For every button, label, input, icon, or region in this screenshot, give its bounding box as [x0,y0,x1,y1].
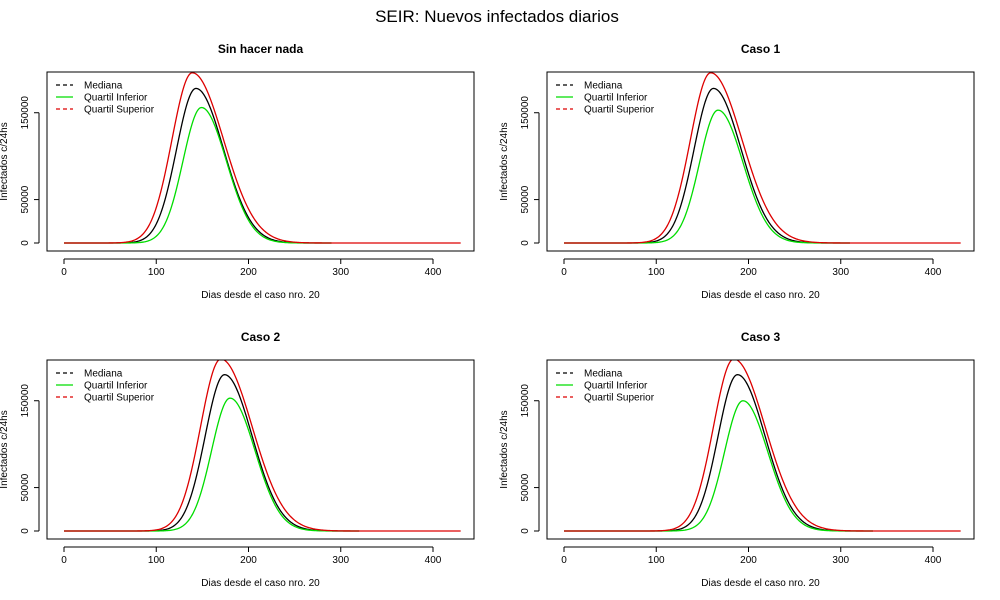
legend-label: Quartil Inferior [584,93,648,104]
legend-label: Quartil Superior [84,105,155,116]
x-tick-label: 200 [740,555,757,566]
x-tick-label: 0 [561,267,567,278]
y-tick-label: 0 [20,528,31,534]
x-tick-label: 200 [240,555,257,566]
series-line-quartil-superior [564,360,961,532]
x-axis-label: Dias desde el caso nro. 20 [701,290,820,301]
x-tick-label: 400 [425,555,442,566]
series-line-quartil-superior [64,72,461,244]
x-tick-label: 300 [832,555,849,566]
x-tick-label: 0 [61,555,67,566]
chart-panel-1: Sin hacer nada 0 100 200 300 400 Dias desde el… [0,42,475,301]
x-tick-label: 100 [648,555,665,566]
y-tick-label: 0 [20,240,31,246]
legend-label: Mediana [584,81,623,92]
x-tick-label: 300 [832,267,849,278]
x-tick-label: 200 [240,267,257,278]
chart-panel-4: Caso 3 0 100 200 300 400 Dias desde el caso nr… [499,330,975,589]
x-tick-label: 300 [332,267,349,278]
series-line-quartil-superior [564,72,961,244]
x-axis-label: Dias desde el caso nro. 20 [701,578,820,589]
series-line-quartil-superior [64,360,461,532]
plot-frame [546,71,975,252]
y-axis-label: Infectados c/24hs [0,410,10,488]
x-tick-label: 100 [648,267,665,278]
series-group [64,360,461,532]
legend-label: Quartil Inferior [584,381,648,392]
y-tick-label: 50000 [20,473,31,501]
legend-label: Quartil Inferior [84,93,148,104]
y-tick-label: 0 [520,528,531,534]
legend-label: Mediana [84,81,123,92]
panel-title: Caso 3 [741,330,781,344]
y-tick-label: 50000 [20,185,31,213]
legend-label: Quartil Superior [84,393,155,404]
chart-panel-3: Caso 2 0 100 200 300 400 Dias desde el caso nr… [0,330,475,589]
y-tick-label: 50000 [520,185,531,213]
legend-label: Quartil Superior [584,393,655,404]
x-tick-label: 200 [740,267,757,278]
y-axis-label: Infectados c/24hs [499,410,510,488]
series-group [564,72,961,244]
y-tick-label: 150000 [20,384,31,418]
legend-label: Mediana [584,369,623,380]
y-axis-label: Infectados c/24hs [0,122,10,200]
x-tick-label: 0 [561,555,567,566]
chart-panel-2: Caso 1 0 100 200 300 400 Dias desde el caso nr… [499,42,975,301]
y-tick-label: 150000 [520,384,531,418]
legend-label: Mediana [84,369,123,380]
panel-title: Sin hacer nada [218,42,304,56]
figure-title: SEIR: Nuevos infectados diarios [375,7,619,26]
y-tick-label: 150000 [20,96,31,130]
panel-title: Caso 2 [241,330,281,344]
x-tick-label: 400 [925,555,942,566]
y-axis-label: Infectados c/24hs [499,122,510,200]
legend-label: Quartil Inferior [84,381,148,392]
x-tick-label: 400 [925,267,942,278]
y-tick-label: 150000 [520,96,531,130]
y-tick-label: 50000 [520,473,531,501]
legend-label: Quartil Superior [584,105,655,116]
plot-frame [546,359,975,540]
series-group [64,72,461,244]
x-axis-label: Dias desde el caso nro. 20 [201,290,320,301]
x-tick-label: 300 [332,555,349,566]
panel-title: Caso 1 [741,42,781,56]
plot-frame [46,359,475,540]
x-tick-label: 100 [148,267,165,278]
x-tick-label: 400 [425,267,442,278]
x-tick-label: 100 [148,555,165,566]
x-tick-label: 0 [61,267,67,278]
plot-frame [46,71,475,252]
x-axis-label: Dias desde el caso nro. 20 [201,578,320,589]
y-tick-label: 0 [520,240,531,246]
series-group [564,360,961,532]
